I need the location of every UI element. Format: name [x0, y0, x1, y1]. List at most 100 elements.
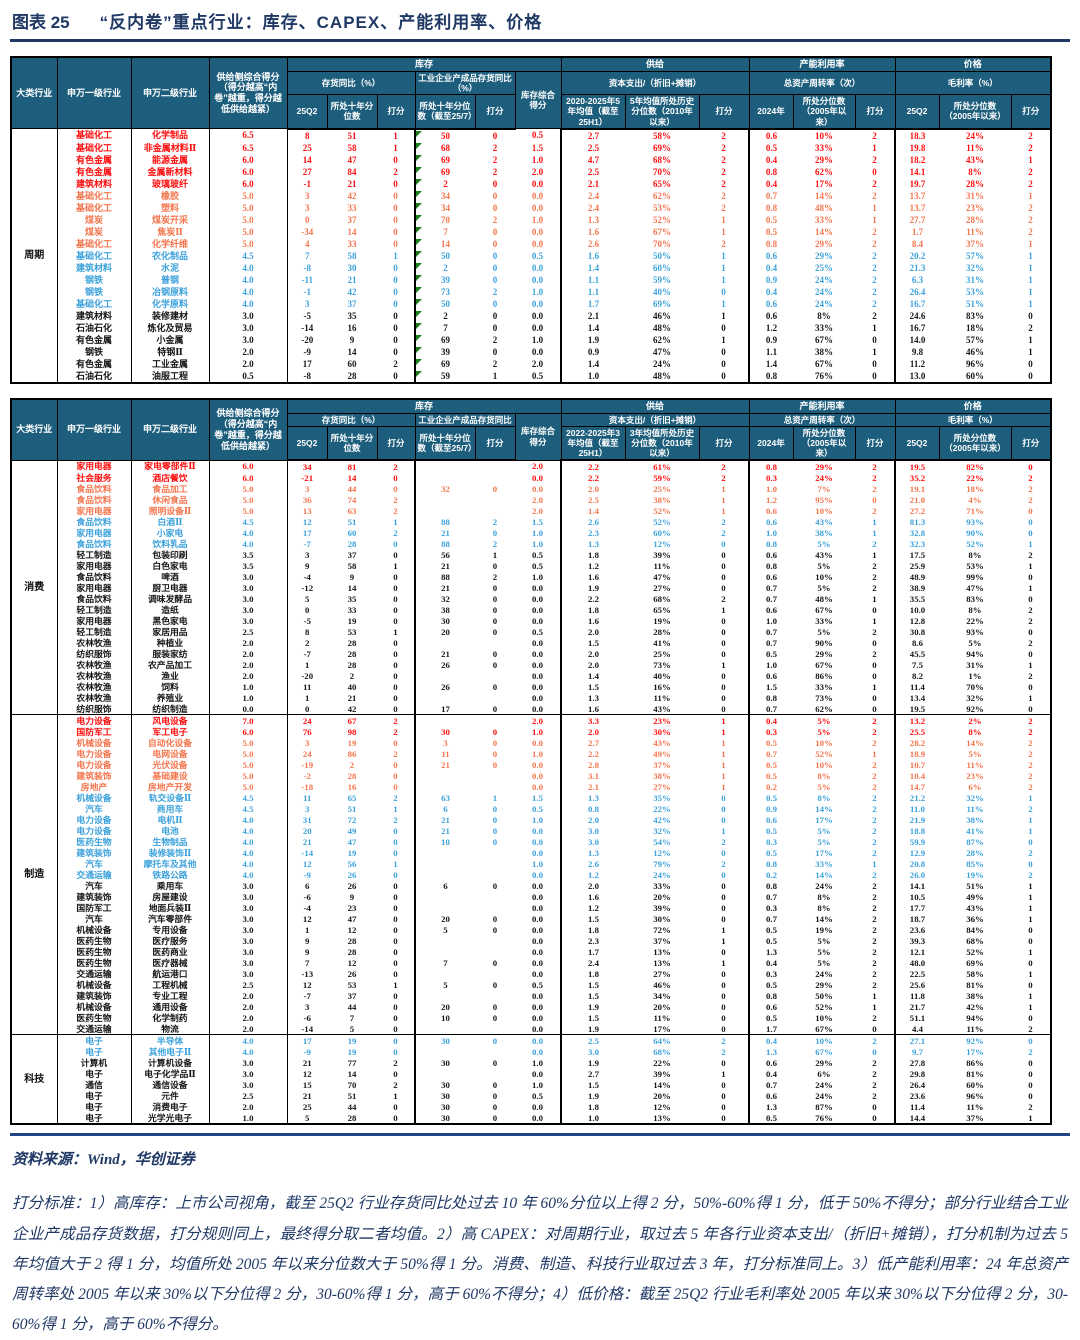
grossmargin-score-cell: 2: [1028, 322, 1033, 333]
grossmargin-25q2-cell: 17.5: [909, 549, 926, 560]
capex-score-cell: 0: [699, 1001, 750, 1013]
capex-score-cell: 2: [699, 189, 750, 202]
turnover-score-cell: 2: [855, 237, 896, 250]
grossmargin-percentile-cell: 1%: [968, 670, 982, 681]
grossmargin-25q2-cell: 21.3: [909, 262, 926, 273]
turnover-2024-cell: 0.5: [765, 142, 778, 153]
column-header: 库存综合得分: [514, 412, 562, 461]
column-header: 25Q2: [894, 425, 940, 462]
turnover-percentile-cell: 38%: [815, 346, 833, 357]
grossmargin-score-cell: 1: [1028, 968, 1033, 979]
table-row: 电力设备 电机Ⅱ 4.0 31 72 2 21 0 1.0 2.0 42% 0 0.6 17% 2 21.9 3…: [11, 814, 1051, 826]
grossmargin-score-cell: 0: [1028, 358, 1033, 369]
grossmargin-percentile-cell: 53%: [966, 560, 984, 571]
industrial-inventory-decile-cell: [415, 946, 475, 957]
turnover-score-cell: 2: [855, 261, 896, 274]
grossmargin-score-cell: 0: [1028, 370, 1033, 381]
green-flag-icon: [416, 238, 422, 245]
inventory-decile-cell: 14: [347, 582, 357, 593]
capex-percentile-cell: 62%: [653, 190, 671, 201]
grossmargin-25q2-cell: 17.7: [909, 902, 926, 913]
inventory-score-cell: 2: [377, 505, 416, 517]
grossmargin-score-cell: 0: [1028, 1090, 1033, 1101]
capex-mean-cell: 1.3: [587, 214, 600, 225]
turnover-percentile-cell: 5%: [817, 946, 831, 957]
inventory-score-cell: 2: [377, 714, 416, 727]
inventory-score-cell: 0: [377, 285, 416, 298]
inventory-yoy-25q2-cell: -4: [303, 902, 311, 913]
inventory-decile-cell: 98: [347, 726, 357, 737]
inventory-composite-cell: 1.5: [515, 516, 562, 528]
capex-score-cell: 0: [699, 615, 750, 627]
capex-mean-cell: 2.5: [587, 166, 600, 177]
industry-l1-cell: 建筑装饰: [57, 891, 132, 903]
turnover-score-cell: 2: [855, 902, 896, 914]
turnover-percentile-cell: 76%: [815, 370, 833, 381]
industry-l1-cell: 医药生物: [57, 935, 132, 947]
inventory-composite-cell: 0.0: [515, 1023, 562, 1035]
grossmargin-25q2-cell: 6.3: [911, 274, 924, 285]
capex-score-cell: 0: [699, 847, 750, 859]
green-flag-icon: [416, 130, 422, 137]
inventory-composite-cell: 0.0: [515, 309, 562, 322]
turnover-score-cell: 2: [855, 648, 896, 660]
grossmargin-percentile-cell: 42%: [966, 1001, 984, 1012]
inventory-yoy-25q2-cell: -14: [301, 322, 314, 333]
turnover-2024-cell: 0.3: [766, 968, 777, 979]
grossmargin-score-cell: 1: [1028, 582, 1033, 593]
capex-score-cell: 1: [699, 825, 750, 837]
industry-l1-cell: 建筑材料: [57, 309, 132, 322]
green-flag-icon: [416, 274, 422, 281]
inventory-composite-cell: 0.0: [515, 737, 562, 749]
column-header: 打分: [854, 94, 896, 130]
capex-mean-cell: 1.6: [588, 571, 599, 582]
grossmargin-percentile-cell: 36%: [966, 913, 984, 924]
turnover-2024-cell: 0.5: [766, 759, 777, 770]
industrial-inventory-score-cell: 2: [492, 538, 498, 549]
turnover-2024-cell: 0.6: [766, 505, 777, 516]
capex-percentile-cell: 58%: [653, 130, 671, 141]
inventory-composite-cell: 0.0: [515, 825, 562, 837]
industry-l1-cell: 家用电器: [57, 527, 132, 539]
table-row: 机械设备 轨交设备Ⅱ 4.5 11 65 2 63 1 1.5 1.3 35% 0 0.5 8% 2 21.2…: [11, 792, 1051, 804]
capex-score-cell: 2: [699, 460, 750, 473]
inventory-score-cell: 0: [377, 273, 416, 286]
grossmargin-score-cell: 2: [1028, 1046, 1033, 1057]
industrial-inventory-decile-cell: 32: [441, 593, 450, 604]
industry-l2-cell: 特钢Ⅱ: [131, 345, 210, 358]
table-row: 家用电器 黑色家电 3.0 -5 19 0 30 0 0.0 1.6 19% 0 1.0 33% 1 12.8…: [11, 615, 1051, 627]
inventory-yoy-25q2-cell: 9: [305, 560, 310, 571]
grossmargin-score-cell: 0: [1028, 836, 1033, 847]
turnover-percentile-cell: 14%: [815, 226, 833, 237]
table-row: 食品饮料 休闲食品 5.0 36 74 2 2.0 2.5 38% 1 1.2 95% 0 21.0 4% 2: [11, 494, 1051, 506]
grossmargin-percentile-cell: 8%: [968, 549, 982, 560]
turnover-percentile-cell: 5%: [817, 626, 831, 637]
turnover-percentile-cell: 24%: [815, 1090, 833, 1101]
inventory-composite-cell: 2.0: [515, 460, 562, 473]
inventory-composite-cell: 0.0: [515, 759, 562, 771]
inventory-decile-cell: 2: [349, 670, 355, 681]
capex-score-cell: 1: [699, 225, 750, 238]
inventory-decile-cell: 53: [347, 626, 357, 637]
industrial-inventory-score-cell: 0: [492, 1101, 498, 1112]
capex-mean-cell: 1.4: [588, 670, 599, 681]
supply-score-cell: 2.0: [209, 670, 288, 682]
turnover-percentile-cell: 25%: [815, 262, 833, 273]
grossmargin-score-cell: 2: [1011, 714, 1051, 727]
grossmargin-score-cell: 0: [1028, 924, 1033, 935]
industrial-inventory-score-cell: 0: [492, 825, 498, 836]
grossmargin-25q2-cell: 19.5: [909, 461, 926, 472]
capex-mean-cell: 2.5: [588, 494, 599, 505]
capex-mean-cell: 1.5: [588, 637, 599, 648]
figure-label: 图表 25: [12, 13, 70, 32]
industry-l1-cell: 电力设备: [57, 759, 132, 771]
inventory-decile-cell: 33: [347, 202, 357, 213]
capex-score-cell: 0: [699, 1012, 750, 1024]
inventory-yoy-25q2-cell: 12: [302, 913, 312, 924]
column-header: 打分: [854, 425, 896, 462]
capex-mean-cell: 2.0: [588, 814, 599, 825]
grossmargin-percentile-cell: 47%: [966, 582, 984, 593]
grossmargin-25q2-cell: 1.7: [911, 226, 924, 237]
turnover-percentile-cell: 24%: [815, 880, 833, 891]
grossmargin-percentile-cell: 38%: [966, 814, 984, 825]
